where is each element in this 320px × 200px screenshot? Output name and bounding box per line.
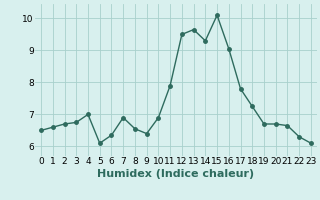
X-axis label: Humidex (Indice chaleur): Humidex (Indice chaleur) — [97, 169, 255, 179]
